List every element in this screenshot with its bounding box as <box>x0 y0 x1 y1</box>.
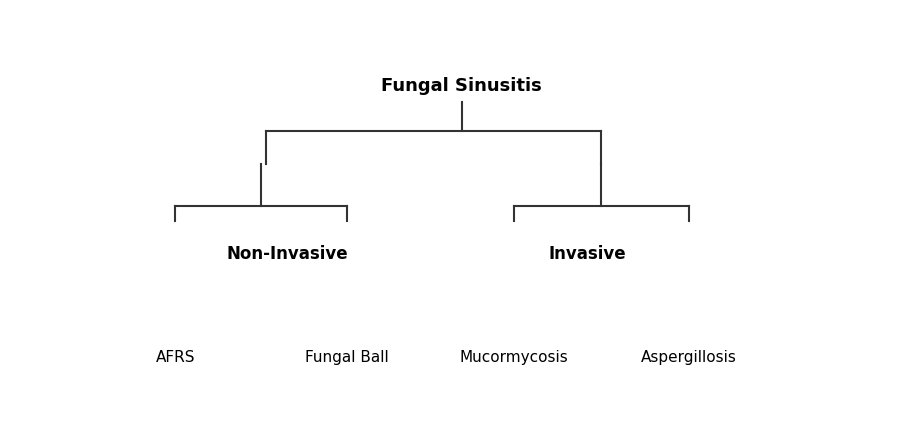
Text: Non-Invasive: Non-Invasive <box>226 245 348 263</box>
Text: Invasive: Invasive <box>549 245 626 263</box>
Text: AFRS: AFRS <box>156 350 196 366</box>
Text: Fungal Ball: Fungal Ball <box>305 350 388 366</box>
Text: Mucormycosis: Mucormycosis <box>460 350 569 366</box>
Text: Fungal Sinusitis: Fungal Sinusitis <box>381 77 542 95</box>
Text: Aspergillosis: Aspergillosis <box>641 350 737 366</box>
